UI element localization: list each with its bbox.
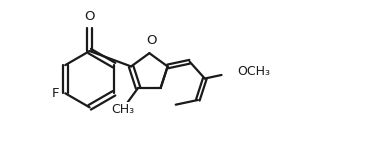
Text: O: O bbox=[84, 10, 95, 23]
Text: O: O bbox=[146, 34, 156, 47]
Text: OCH₃: OCH₃ bbox=[237, 65, 270, 78]
Text: F: F bbox=[52, 87, 59, 100]
Text: CH₃: CH₃ bbox=[111, 103, 134, 116]
